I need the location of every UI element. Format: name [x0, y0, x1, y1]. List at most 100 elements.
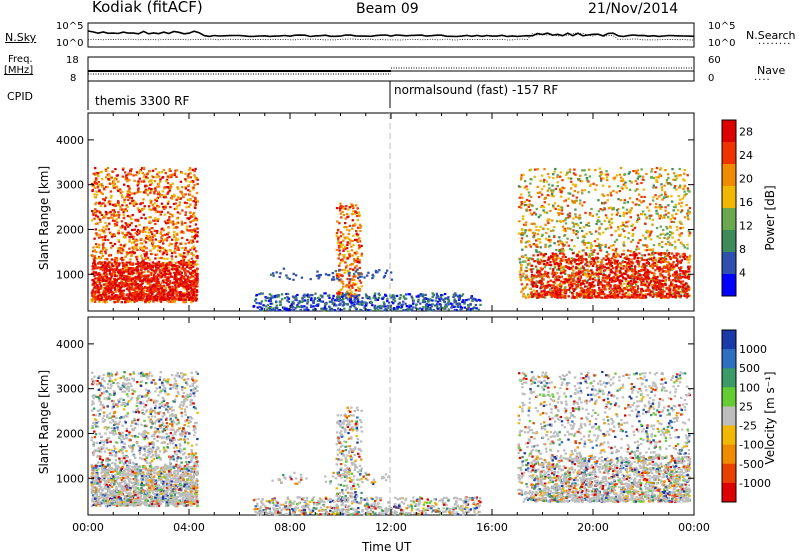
data-cell — [113, 301, 116, 304]
data-cell — [524, 276, 527, 279]
data-cell — [106, 173, 109, 176]
data-cell — [266, 308, 269, 311]
data-cell — [155, 199, 158, 203]
data-cell — [183, 293, 186, 296]
data-cell — [298, 305, 301, 309]
data-cell — [652, 244, 656, 247]
data-cell — [182, 300, 186, 303]
data-cell — [617, 289, 620, 292]
data-cell — [126, 193, 129, 196]
data-cell — [166, 276, 170, 279]
data-cell — [167, 211, 170, 214]
data-cell — [617, 228, 620, 231]
data-cell — [621, 228, 624, 231]
data-cell — [617, 198, 620, 201]
data-cell — [600, 244, 603, 247]
data-cell — [644, 293, 648, 296]
data-cell — [184, 178, 187, 181]
data-cell — [136, 276, 140, 279]
data-cell — [179, 180, 183, 183]
data-cell — [629, 262, 633, 265]
data-cell — [522, 292, 525, 296]
nsearch-tick-bottom: 10^0 — [708, 38, 736, 49]
data-cell — [192, 283, 195, 286]
data-cell — [158, 257, 161, 260]
data-cell — [376, 298, 380, 301]
data-cell — [390, 296, 393, 299]
data-cell — [179, 282, 182, 286]
data-cell — [401, 303, 404, 306]
data-cell — [182, 257, 185, 260]
data-cell — [267, 296, 271, 300]
data-cell — [122, 209, 125, 212]
data-cell — [570, 239, 573, 242]
data-cell — [127, 225, 130, 228]
data-cell — [187, 198, 190, 201]
data-cell — [190, 292, 193, 295]
data-cell — [190, 257, 194, 260]
data-cell — [337, 299, 341, 302]
data-cell — [195, 256, 198, 259]
data-cell — [676, 228, 679, 232]
data-cell — [532, 276, 536, 279]
data-cell — [667, 236, 670, 239]
data-cell — [141, 282, 144, 285]
data-cell — [162, 267, 166, 270]
data-cell — [597, 216, 600, 219]
data-cell — [561, 179, 564, 182]
data-cell — [661, 198, 664, 201]
data-cell — [532, 236, 536, 239]
data-cell — [357, 211, 360, 214]
data-cell — [173, 281, 176, 284]
data-cell — [593, 249, 596, 252]
data-cell — [528, 194, 531, 197]
data-cell — [534, 168, 537, 171]
data-cell — [133, 179, 136, 182]
data-cell — [328, 305, 331, 308]
data-cell — [541, 276, 544, 279]
data-cell — [129, 258, 132, 261]
data-cell — [193, 237, 197, 240]
data-cell — [140, 274, 143, 277]
data-cell — [184, 187, 188, 190]
data-cell — [447, 299, 450, 302]
data-cell — [559, 175, 562, 178]
data-cell — [444, 297, 447, 300]
data-cell — [524, 221, 528, 224]
data-cell — [154, 271, 158, 274]
data-cell — [568, 214, 571, 218]
data-cell — [439, 303, 442, 306]
data-cell — [533, 211, 536, 214]
data-cell — [149, 249, 152, 252]
data-cell — [458, 294, 461, 297]
data-cell — [425, 303, 429, 306]
data-cell — [427, 309, 430, 312]
data-cell — [578, 250, 581, 253]
data-cell — [143, 252, 146, 255]
data-cell — [167, 300, 171, 304]
data-cell — [109, 298, 112, 301]
data-cell — [527, 294, 531, 297]
data-cell — [548, 290, 551, 293]
data-cell — [131, 283, 134, 286]
data-cell — [339, 243, 342, 246]
data-cell — [581, 273, 585, 276]
data-cell — [661, 232, 664, 235]
data-cell — [107, 178, 110, 181]
data-cell — [358, 303, 361, 306]
data-cell — [143, 289, 146, 292]
data-cell — [688, 258, 691, 261]
data-cell — [576, 236, 579, 239]
data-cell — [618, 190, 621, 193]
data-cell — [178, 201, 181, 204]
data-cell — [173, 250, 176, 253]
data-cell — [156, 219, 159, 223]
data-cell — [366, 296, 369, 299]
data-cell — [131, 263, 135, 266]
data-cell — [161, 190, 165, 193]
data-cell — [343, 307, 346, 310]
data-cell — [293, 296, 296, 299]
data-cell — [358, 294, 361, 297]
data-cell — [137, 188, 140, 192]
data-cell — [188, 169, 191, 172]
